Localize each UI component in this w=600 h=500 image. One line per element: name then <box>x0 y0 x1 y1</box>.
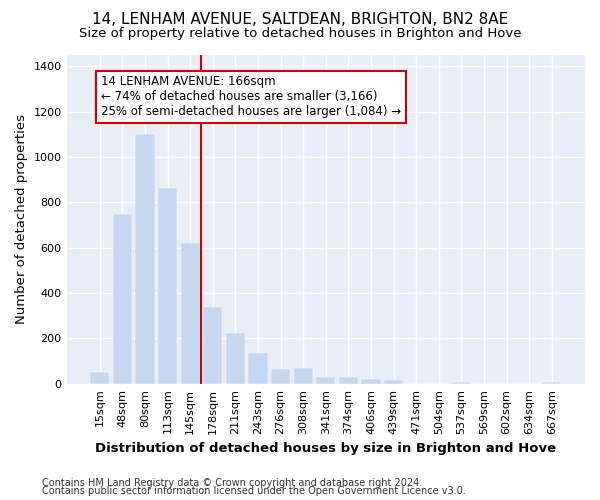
Bar <box>293 368 313 384</box>
Text: Size of property relative to detached houses in Brighton and Hove: Size of property relative to detached ho… <box>79 28 521 40</box>
Bar <box>452 382 471 384</box>
Text: Contains HM Land Registry data © Crown copyright and database right 2024.: Contains HM Land Registry data © Crown c… <box>42 478 422 488</box>
Bar <box>361 380 380 384</box>
Text: 14 LENHAM AVENUE: 166sqm
← 74% of detached houses are smaller (3,166)
25% of sem: 14 LENHAM AVENUE: 166sqm ← 74% of detach… <box>101 76 401 118</box>
Bar <box>203 306 223 384</box>
Bar <box>339 377 358 384</box>
Bar <box>113 214 132 384</box>
Bar <box>226 333 245 384</box>
Bar <box>384 380 403 384</box>
Bar <box>158 188 177 384</box>
Y-axis label: Number of detached properties: Number of detached properties <box>15 114 28 324</box>
Text: Contains public sector information licensed under the Open Government Licence v3: Contains public sector information licen… <box>42 486 466 496</box>
Bar <box>271 369 290 384</box>
Bar <box>542 382 562 384</box>
Bar <box>248 353 268 384</box>
Bar <box>90 372 109 384</box>
Bar <box>136 134 155 384</box>
Bar <box>181 243 200 384</box>
Text: 14, LENHAM AVENUE, SALTDEAN, BRIGHTON, BN2 8AE: 14, LENHAM AVENUE, SALTDEAN, BRIGHTON, B… <box>92 12 508 28</box>
X-axis label: Distribution of detached houses by size in Brighton and Hove: Distribution of detached houses by size … <box>95 442 556 455</box>
Bar <box>316 377 335 384</box>
